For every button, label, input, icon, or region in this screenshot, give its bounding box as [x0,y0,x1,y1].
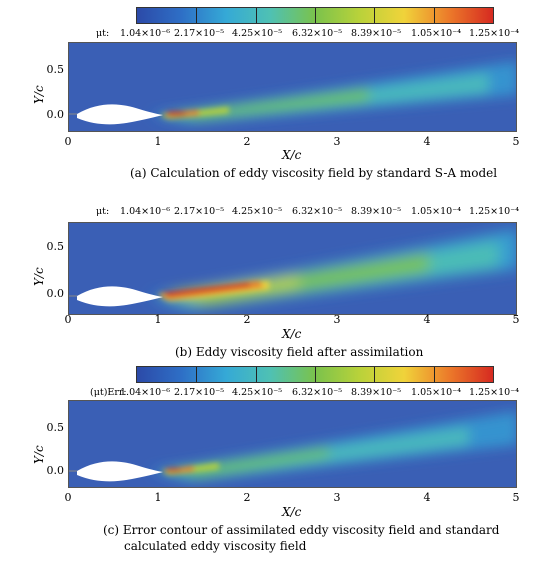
colorbar-tick [374,8,376,23]
legend-symbol: μt: [96,206,110,217]
colorbar-tick [255,367,257,382]
x-tick-label: 2 [243,313,251,326]
x-tick-label: 0 [64,135,72,148]
legend-tick: 1.25×10⁻⁴ [469,387,520,398]
x-tick-label: 1 [154,491,162,504]
legend-tick: 2.17×10⁻⁵ [174,206,225,217]
legend-row-a: μt: 1.04×10⁻⁶ 2.17×10⁻⁵ 4.25×10⁻⁵ 6.32×1… [96,28,526,42]
colorbar-tick [315,8,316,23]
legend-tick: 1.25×10⁻⁴ [469,206,520,217]
legend-tick: 8.39×10⁻⁵ [351,206,402,217]
x-tick-label: 0 [64,491,72,504]
panel-b: μt: 1.04×10⁻⁶ 2.17×10⁻⁵ 4.25×10⁻⁵ 6.32×1… [0,186,541,366]
contour-plot-c [68,400,517,488]
y-axis-label: Y/c [32,85,46,104]
legend-tick: 1.05×10⁻⁴ [411,28,462,39]
legend-row-b: μt: 1.04×10⁻⁶ 2.17×10⁻⁵ 4.25×10⁻⁵ 6.32×1… [96,206,526,220]
y-axis-label: Y/c [32,267,46,286]
x-tick-label: 0 [64,313,72,326]
colorbar-gradient [136,366,494,383]
y-tick-label: 0.5 [46,63,65,76]
legend-tick: 2.17×10⁻⁵ [174,387,225,398]
legend-tick: 4.25×10⁻⁵ [232,28,283,39]
legend-tick: 6.32×10⁻⁵ [292,206,343,217]
x-tick-label: 2 [243,491,251,504]
legend-tick: 4.25×10⁻⁵ [232,387,283,398]
legend-symbol: μt: [96,28,110,39]
colorbar-a [136,7,494,24]
colorbar-tick [433,367,435,382]
legend-tick: 6.32×10⁻⁵ [292,28,343,39]
colorbar-tick [433,8,435,23]
panel-a: μt: 1.04×10⁻⁶ 2.17×10⁻⁵ 4.25×10⁻⁵ 6.32×1… [0,0,541,185]
legend-tick: 1.05×10⁻⁴ [411,206,462,217]
contour-plot-a [68,42,517,132]
y-axis-label: Y/c [32,445,46,464]
legend-tick: 1.04×10⁻⁶ [120,387,171,398]
colorbar-gradient [136,7,494,24]
caption-c-line1: (c) Error contour of assimilated eddy vi… [103,523,500,537]
legend-tick: 1.05×10⁻⁴ [411,387,462,398]
y-tick-label: 0.5 [46,421,65,434]
x-tick-label: 4 [423,135,431,148]
colorbar-tick [196,367,198,382]
legend-tick: 1.04×10⁻⁶ [120,28,171,39]
legend-tick: 1.04×10⁻⁶ [120,206,171,217]
legend-tick: 6.32×10⁻⁵ [292,387,343,398]
x-tick-label: 3 [333,135,341,148]
x-tick-label: 5 [512,491,520,504]
x-axis-label: X/c [282,505,302,519]
x-tick-label: 5 [512,313,520,326]
y-tick-label: 0.0 [46,108,65,121]
x-tick-label: 1 [154,313,162,326]
x-tick-label: 3 [333,491,341,504]
x-tick-label: 5 [512,135,520,148]
y-tick-label: 0.5 [46,240,65,253]
legend-tick: 1.25×10⁻⁴ [469,28,520,39]
x-tick-label: 4 [423,491,431,504]
panel-c: (μt)Err: 1.04×10⁻⁶ 2.17×10⁻⁵ 4.25×10⁻⁵ 6… [0,360,541,566]
x-tick-label: 3 [333,313,341,326]
colorbar-c [136,366,494,383]
colorbar-tick [255,8,257,23]
legend-row-c: (μt)Err: 1.04×10⁻⁶ 2.17×10⁻⁵ 4.25×10⁻⁵ 6… [90,387,526,401]
colorbar-tick [196,8,198,23]
x-tick-label: 1 [154,135,162,148]
x-axis-label: X/c [282,148,302,162]
y-tick-label: 0.0 [46,287,65,300]
caption-b: (b) Eddy viscosity field after assimilat… [175,345,424,359]
legend-symbol: (μt)Err: [90,387,127,398]
caption-c-line2: calculated eddy viscosity field [124,539,307,553]
legend-tick: 8.39×10⁻⁵ [351,28,402,39]
y-tick-label: 0.0 [46,464,65,477]
legend-tick: 8.39×10⁻⁵ [351,387,402,398]
x-axis-label: X/c [282,327,302,341]
legend-tick: 4.25×10⁻⁵ [232,206,283,217]
caption-a: (a) Calculation of eddy viscosity field … [130,166,498,180]
colorbar-tick [374,367,376,382]
colorbar-tick [315,367,316,382]
contour-plot-b [68,222,517,315]
x-tick-label: 4 [423,313,431,326]
legend-tick: 2.17×10⁻⁵ [174,28,225,39]
x-tick-label: 2 [243,135,251,148]
